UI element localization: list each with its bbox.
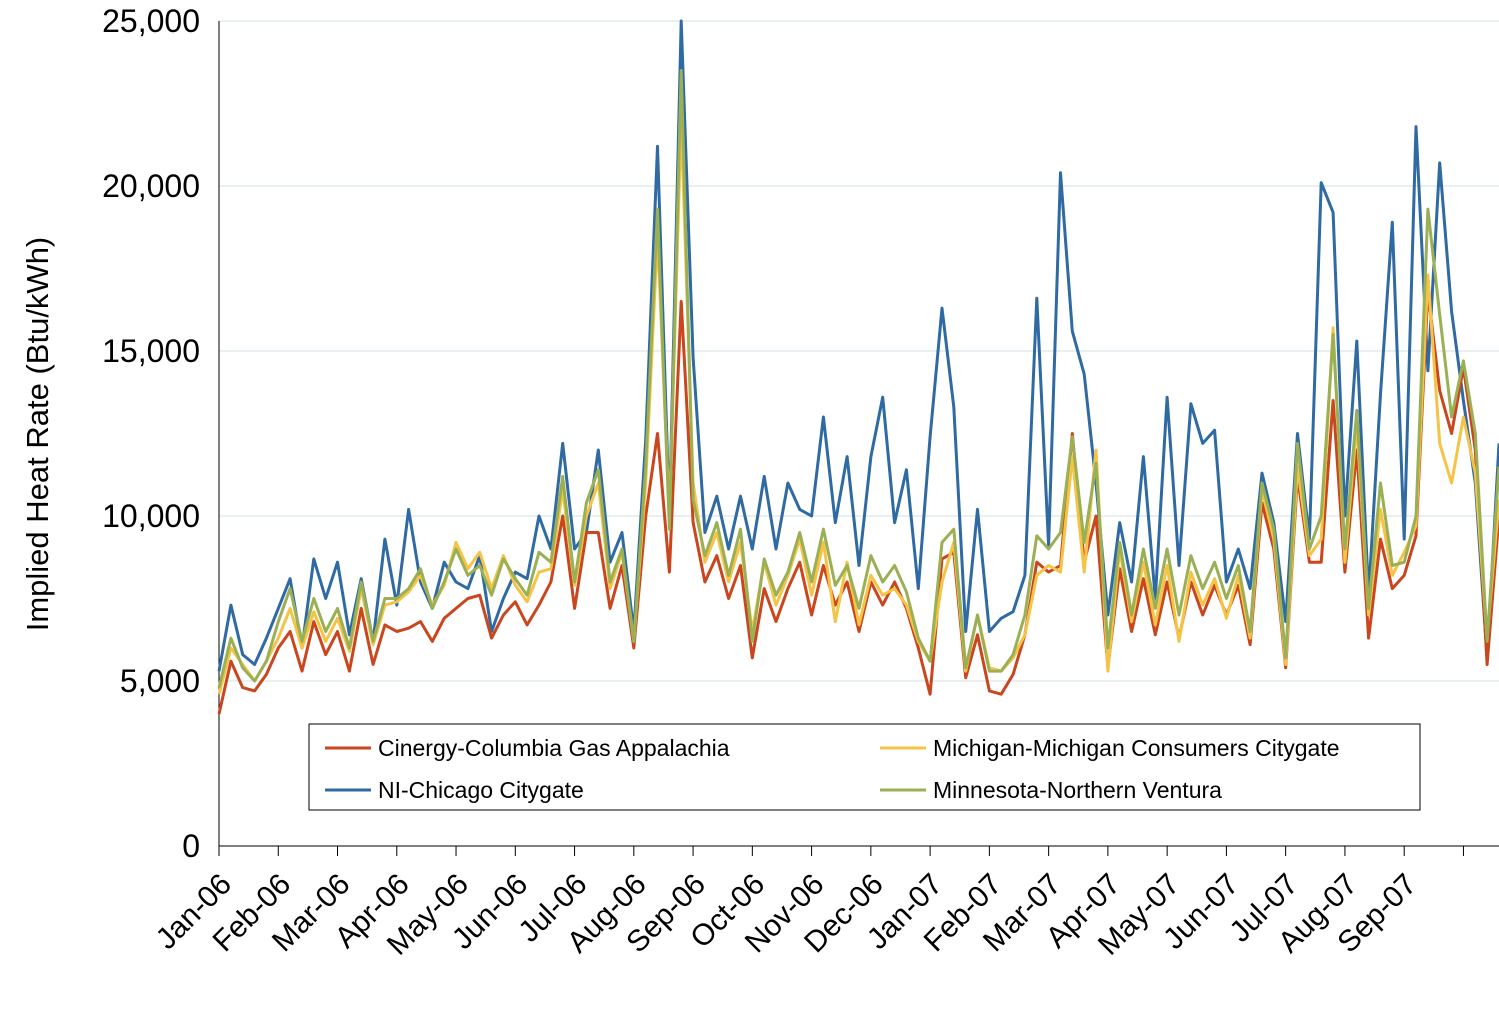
legend-label: Minnesota-Northern Ventura (933, 777, 1222, 803)
y-tick-label: 25,000 (102, 3, 200, 39)
y-tick-label: 10,000 (102, 498, 200, 534)
legend: Cinergy-Columbia Gas Appalachia Michigan-… (308, 723, 1421, 811)
series-line (217, 290, 1499, 715)
series-line (217, 19, 1499, 672)
y-tick-label: 5,000 (120, 663, 200, 699)
series-line (217, 69, 1499, 688)
legend-label: NI-Chicago Citygate (378, 777, 584, 803)
legend-label: Cinergy-Columbia Gas Appalachia (378, 735, 730, 761)
y-tick-label: 15,000 (102, 333, 200, 369)
y-tick-label: 0 (182, 828, 200, 864)
legend-box (308, 723, 1421, 811)
y-tick-label: 20,000 (102, 168, 200, 204)
legend-label: Michigan-Michigan Consumers Citygate (933, 735, 1340, 761)
y-axis-title: Implied Heat Rate (Btu/kWh) (20, 237, 55, 632)
